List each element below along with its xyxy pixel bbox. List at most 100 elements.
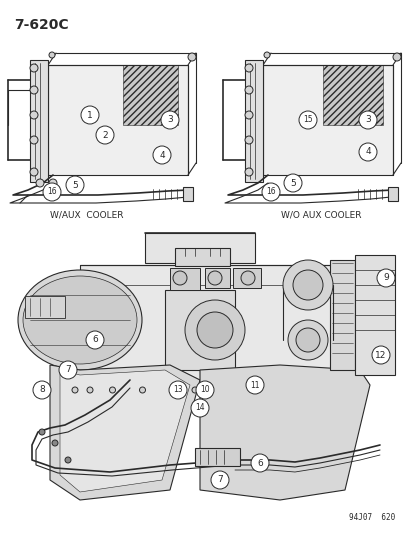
Circle shape (190, 399, 209, 417)
Circle shape (66, 176, 84, 194)
Text: 11: 11 (249, 381, 259, 390)
Circle shape (295, 328, 319, 352)
Bar (262, 65, 392, 175)
Text: W/O AUX COOLER: W/O AUX COOLER (280, 210, 361, 219)
Circle shape (287, 320, 327, 360)
Circle shape (49, 52, 55, 58)
Circle shape (244, 136, 252, 144)
Text: 14: 14 (195, 403, 204, 413)
Circle shape (392, 53, 400, 61)
Circle shape (188, 53, 195, 61)
Circle shape (292, 270, 322, 300)
Text: 9: 9 (382, 273, 388, 282)
Circle shape (33, 381, 51, 399)
Text: 6: 6 (92, 335, 97, 344)
Circle shape (211, 471, 228, 489)
Circle shape (86, 331, 104, 349)
Text: 94J07  620: 94J07 620 (348, 513, 394, 522)
Polygon shape (50, 365, 199, 500)
Circle shape (169, 387, 175, 393)
Circle shape (52, 440, 58, 446)
Circle shape (263, 52, 269, 58)
Circle shape (81, 106, 99, 124)
Circle shape (65, 457, 71, 463)
Circle shape (36, 179, 44, 187)
Text: 6: 6 (256, 458, 262, 467)
Text: 7: 7 (65, 366, 71, 375)
Text: 10: 10 (200, 385, 209, 394)
Polygon shape (199, 365, 369, 500)
Circle shape (195, 381, 214, 399)
Circle shape (250, 454, 268, 472)
Circle shape (30, 111, 38, 119)
Bar (329, 260, 354, 370)
Text: 3: 3 (364, 116, 370, 125)
Bar (183, 187, 192, 201)
Text: 8: 8 (39, 385, 45, 394)
Circle shape (192, 387, 197, 393)
Text: 16: 16 (266, 188, 275, 197)
Circle shape (72, 387, 78, 393)
Text: 7-620C: 7-620C (14, 18, 69, 32)
Text: 4: 4 (364, 148, 370, 157)
Bar (354, 255, 394, 375)
Text: 3: 3 (167, 116, 173, 125)
Circle shape (244, 111, 252, 119)
Bar (387, 187, 397, 201)
Circle shape (371, 346, 389, 364)
Circle shape (30, 86, 38, 94)
Text: 5: 5 (72, 181, 78, 190)
Circle shape (261, 183, 279, 201)
Text: 16: 16 (47, 188, 57, 197)
Bar (195, 448, 240, 466)
Bar (175, 248, 230, 266)
Bar (145, 233, 254, 263)
Bar (48, 65, 188, 175)
Text: 2: 2 (102, 131, 107, 140)
Text: 1: 1 (87, 110, 93, 119)
Circle shape (283, 174, 301, 192)
Polygon shape (80, 265, 349, 385)
Bar (233, 268, 260, 288)
Circle shape (376, 269, 394, 287)
Circle shape (109, 387, 115, 393)
Bar (204, 268, 230, 288)
Bar (322, 65, 382, 125)
Text: 12: 12 (375, 351, 386, 359)
Text: 4: 4 (159, 150, 164, 159)
Circle shape (298, 111, 316, 129)
Text: 7: 7 (216, 475, 222, 484)
Circle shape (87, 387, 93, 393)
Circle shape (96, 126, 114, 144)
Circle shape (49, 179, 57, 187)
Ellipse shape (23, 276, 137, 364)
Polygon shape (60, 370, 190, 492)
Circle shape (173, 271, 187, 285)
Circle shape (244, 168, 252, 176)
Circle shape (358, 143, 376, 161)
Circle shape (39, 429, 45, 435)
Bar (25, 296, 65, 318)
Circle shape (197, 312, 233, 348)
Circle shape (30, 64, 38, 72)
Text: 15: 15 (302, 116, 312, 125)
Circle shape (245, 376, 263, 394)
Circle shape (358, 111, 376, 129)
Text: 13: 13 (173, 385, 183, 394)
Bar (165, 290, 235, 370)
Text: W/AUX  COOLER: W/AUX COOLER (50, 210, 123, 219)
Circle shape (185, 300, 244, 360)
Circle shape (30, 168, 38, 176)
Circle shape (161, 111, 178, 129)
Circle shape (153, 146, 171, 164)
Bar (244, 60, 262, 182)
Circle shape (169, 381, 187, 399)
Circle shape (244, 86, 252, 94)
Bar (123, 65, 178, 125)
Circle shape (139, 387, 145, 393)
Bar (30, 60, 48, 182)
Ellipse shape (18, 270, 142, 370)
Circle shape (207, 271, 221, 285)
Text: 5: 5 (290, 179, 295, 188)
Circle shape (282, 260, 332, 310)
